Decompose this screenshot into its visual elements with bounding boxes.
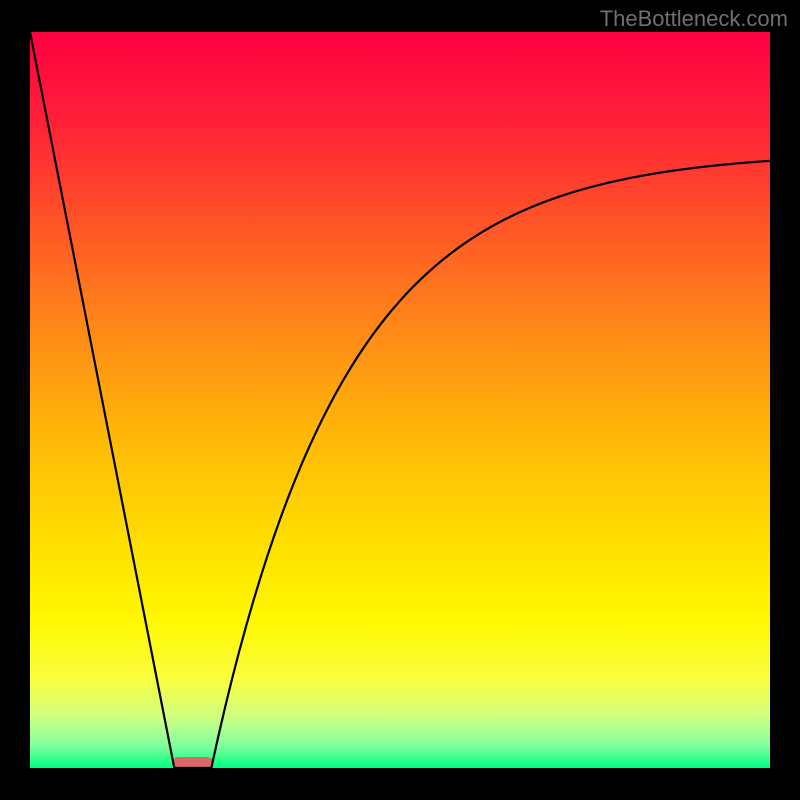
watermark-text: TheBottleneck.com bbox=[600, 6, 788, 32]
valley-marker bbox=[172, 757, 213, 768]
chart-container: TheBottleneck.com bbox=[0, 0, 800, 800]
plot-svg bbox=[30, 32, 770, 768]
gradient-background bbox=[30, 32, 770, 768]
